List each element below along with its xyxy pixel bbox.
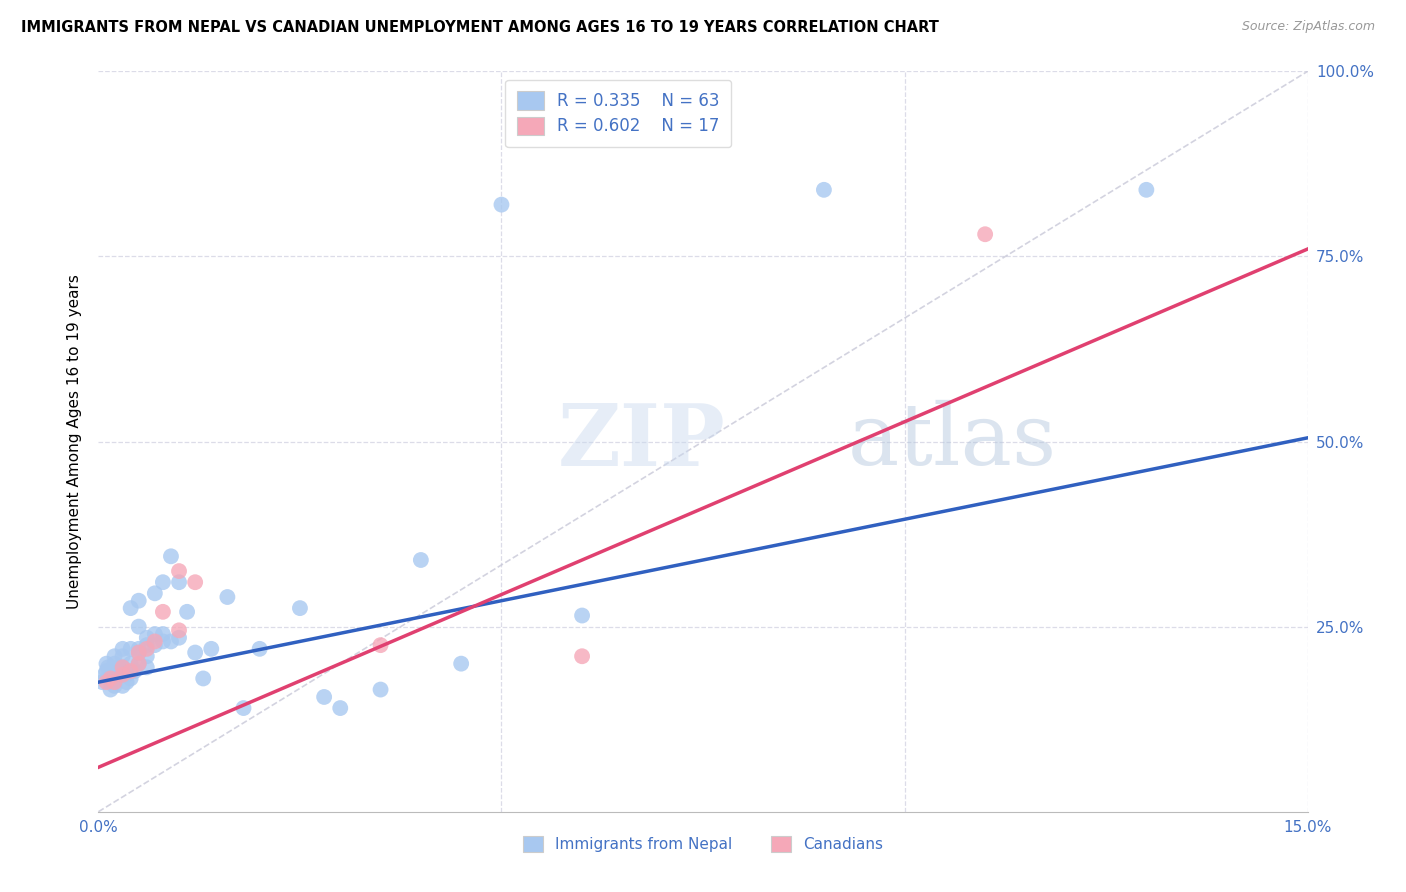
- Point: [184, 575, 207, 590]
- Point: [813, 183, 835, 197]
- Text: IMMIGRANTS FROM NEPAL VS CANADIAN UNEMPLOYMENT AMONG AGES 16 TO 19 YEARS CORRELA: IMMIGRANTS FROM NEPAL VS CANADIAN UNEMPL…: [21, 20, 939, 35]
- Point: [100, 672, 122, 686]
- Text: atlas: atlas: [848, 400, 1057, 483]
- Point: [107, 664, 129, 678]
- Text: Source: ZipAtlas.com: Source: ZipAtlas.com: [1241, 20, 1375, 33]
- Point: [128, 593, 150, 607]
- Point: [96, 675, 118, 690]
- Point: [115, 675, 138, 690]
- Point: [111, 649, 134, 664]
- Point: [160, 549, 183, 564]
- Point: [111, 679, 134, 693]
- Point: [160, 634, 183, 648]
- Point: [249, 641, 271, 656]
- Point: [152, 575, 174, 590]
- Point: [1135, 183, 1157, 197]
- Point: [135, 649, 157, 664]
- Point: [111, 667, 134, 681]
- Point: [103, 675, 125, 690]
- Point: [184, 646, 207, 660]
- Point: [103, 649, 125, 664]
- Point: [370, 638, 392, 652]
- Point: [120, 641, 142, 656]
- Point: [135, 638, 157, 652]
- Point: [115, 667, 138, 681]
- Point: [111, 660, 134, 674]
- Point: [450, 657, 472, 671]
- Point: [314, 690, 336, 704]
- Point: [120, 657, 142, 671]
- Point: [167, 631, 190, 645]
- Point: [135, 641, 157, 656]
- Point: [100, 682, 122, 697]
- Point: [232, 701, 254, 715]
- Point: [193, 672, 215, 686]
- Point: [100, 667, 122, 681]
- Point: [128, 646, 150, 660]
- Point: [128, 657, 150, 671]
- Point: [409, 553, 432, 567]
- Point: [370, 682, 392, 697]
- Point: [97, 660, 120, 674]
- Point: [217, 590, 239, 604]
- Point: [571, 608, 593, 623]
- Y-axis label: Unemployment Among Ages 16 to 19 years: Unemployment Among Ages 16 to 19 years: [67, 274, 83, 609]
- Point: [91, 675, 114, 690]
- Point: [152, 605, 174, 619]
- Point: [143, 627, 166, 641]
- Point: [103, 657, 125, 671]
- Point: [111, 667, 134, 681]
- Point: [111, 641, 134, 656]
- Legend: Immigrants from Nepal, Canadians: Immigrants from Nepal, Canadians: [516, 829, 890, 860]
- Point: [103, 679, 125, 693]
- Point: [135, 660, 157, 674]
- Point: [128, 657, 150, 671]
- Point: [288, 601, 311, 615]
- Point: [152, 634, 174, 648]
- Point: [571, 649, 593, 664]
- Text: ZIP: ZIP: [558, 400, 725, 483]
- Point: [176, 605, 198, 619]
- Point: [120, 672, 142, 686]
- Point: [120, 601, 142, 615]
- Point: [143, 586, 166, 600]
- Point: [94, 667, 117, 681]
- Point: [120, 664, 142, 678]
- Point: [143, 638, 166, 652]
- Point: [143, 634, 166, 648]
- Point: [167, 575, 190, 590]
- Point: [167, 624, 190, 638]
- Point: [128, 619, 150, 633]
- Point: [329, 701, 352, 715]
- Point: [111, 660, 134, 674]
- Point: [100, 675, 122, 690]
- Point: [128, 646, 150, 660]
- Point: [974, 227, 997, 242]
- Point: [135, 631, 157, 645]
- Point: [96, 657, 118, 671]
- Point: [97, 672, 120, 686]
- Point: [107, 660, 129, 674]
- Point: [152, 627, 174, 641]
- Point: [200, 641, 222, 656]
- Point: [96, 664, 118, 678]
- Point: [167, 564, 190, 578]
- Point: [124, 664, 146, 678]
- Point: [128, 641, 150, 656]
- Point: [103, 667, 125, 681]
- Point: [491, 197, 513, 211]
